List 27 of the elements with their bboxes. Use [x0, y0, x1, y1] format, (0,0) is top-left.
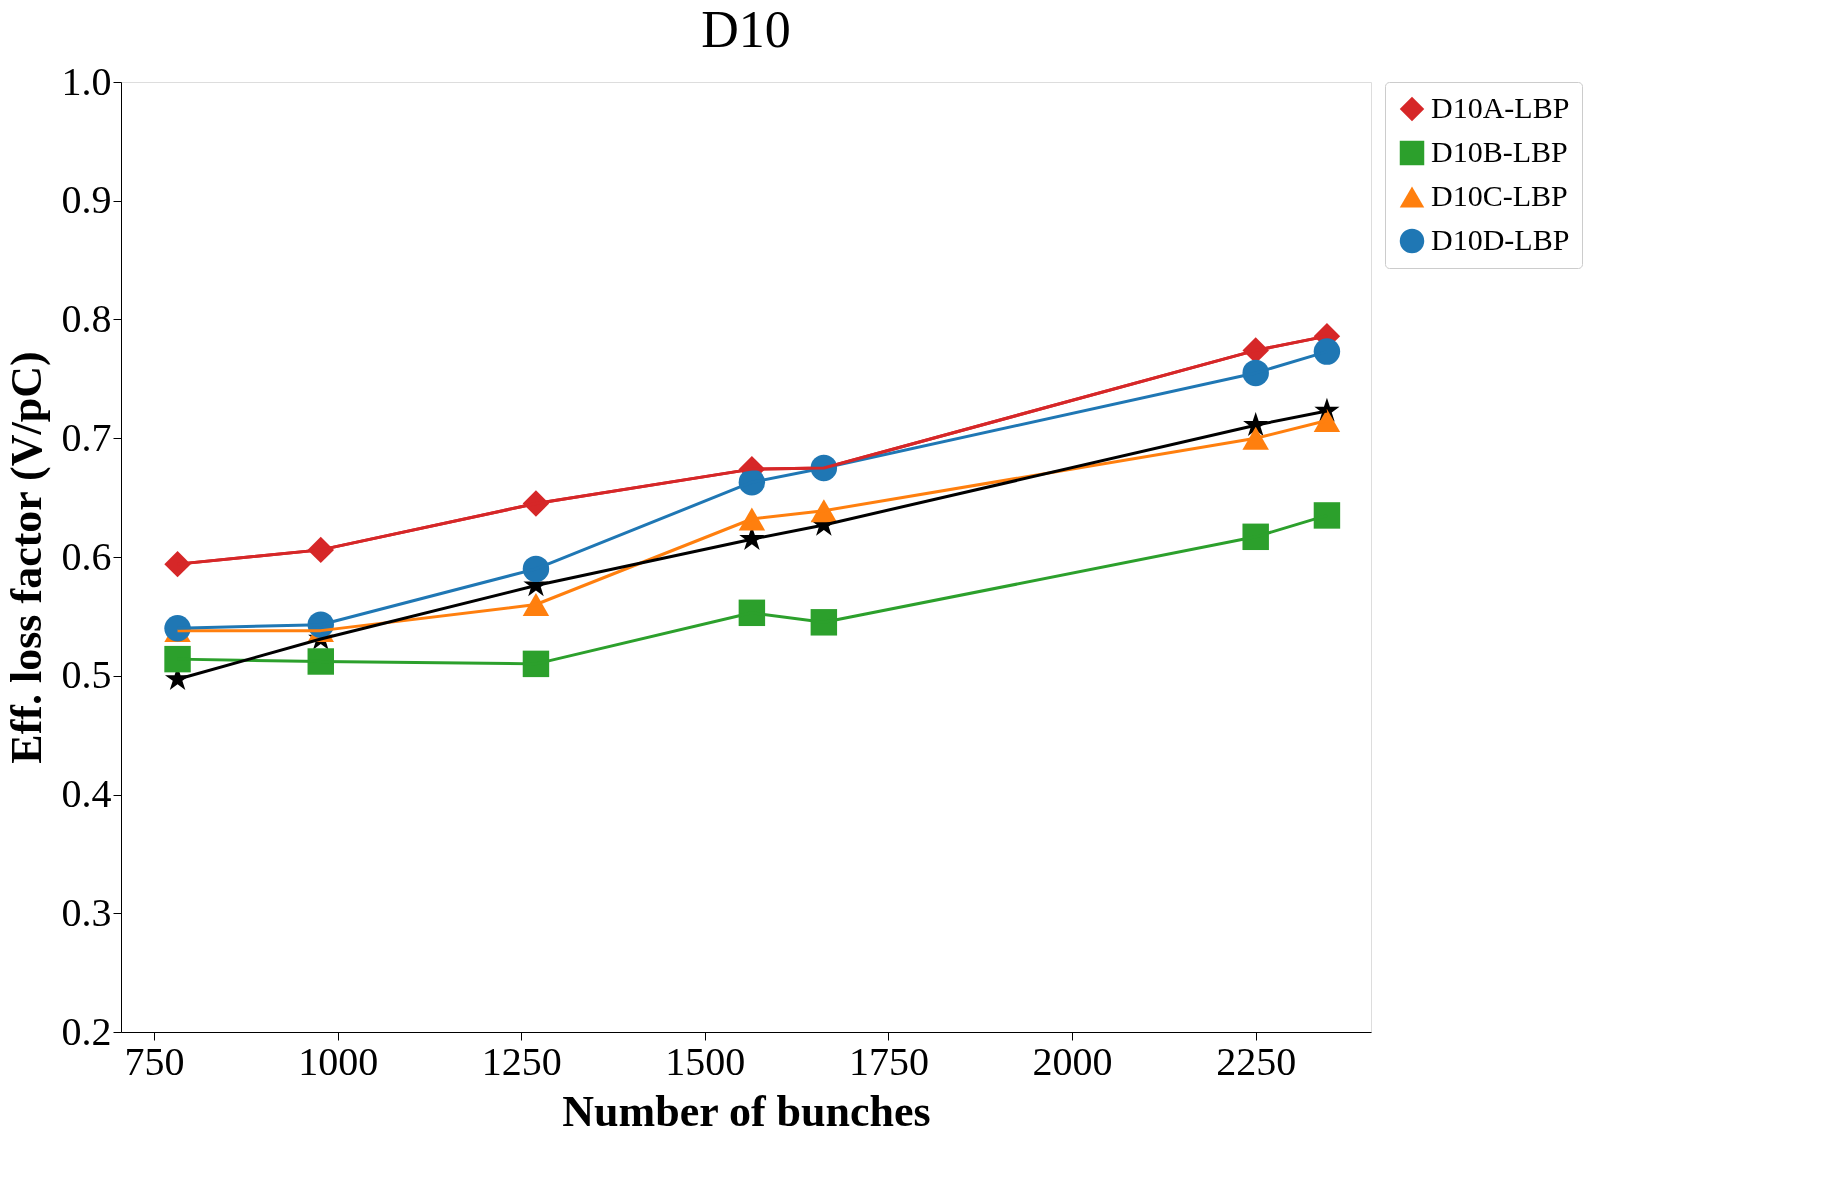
point: [164, 645, 191, 673]
x-tick-label: 1500: [665, 1038, 746, 1084]
legend-label: D10A-LBP: [1431, 91, 1570, 124]
y-tick-label: 0.4: [61, 771, 112, 816]
x-axis-title: Number of bunches: [562, 1086, 931, 1136]
legend-label: D10D-LBP: [1431, 223, 1570, 256]
point: [1313, 338, 1341, 365]
x-tick-label: 1000: [298, 1038, 379, 1084]
x-tick-label: 1750: [848, 1038, 929, 1084]
y-axis-title: Eff. loss factor (V/pC): [1, 351, 51, 764]
y-tick-label: 0.8: [61, 296, 112, 341]
point: [1313, 502, 1341, 529]
y-tick-label: 0.3: [61, 889, 112, 935]
chart-title: D10: [701, 1, 791, 58]
y-tick-label: 0.2: [61, 1008, 112, 1054]
y-tick-label: 0.5: [61, 652, 112, 698]
x-tick-label: 1250: [481, 1038, 562, 1084]
legend-label: D10C-LBP: [1431, 179, 1568, 212]
y-tick-label: 0.7: [61, 414, 112, 460]
x-tick-label: 750: [124, 1038, 185, 1084]
y-tick-label: 1.0: [61, 58, 112, 104]
x-tick-label: 2000: [1032, 1038, 1113, 1084]
legend-label: D10B-LBP: [1431, 135, 1568, 168]
point: [1313, 408, 1341, 432]
y-tick-label: 0.9: [61, 177, 112, 223]
x-tick-label: 2250: [1216, 1038, 1297, 1084]
y-tick-label: 0.6: [61, 533, 112, 579]
